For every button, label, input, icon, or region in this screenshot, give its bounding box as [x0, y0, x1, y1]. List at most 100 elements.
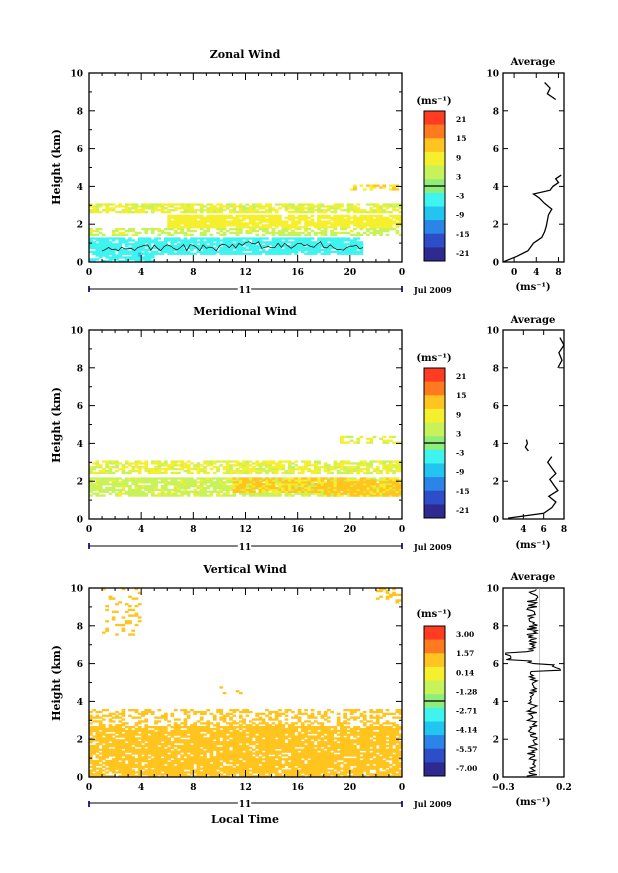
heat-cell — [150, 737, 155, 740]
heat-cell — [235, 761, 240, 765]
heat-cell — [395, 222, 400, 225]
heat-cell — [274, 483, 279, 486]
heat-cell — [154, 477, 158, 480]
heat-cell — [366, 479, 370, 482]
heat-cell — [242, 733, 246, 736]
heat-cell — [379, 214, 383, 218]
heat-cell — [219, 733, 224, 736]
heat-cell — [190, 220, 194, 223]
profile-x-label: (ms⁻¹) — [515, 282, 550, 293]
heat-cell — [317, 466, 321, 469]
heat-cell — [137, 767, 142, 770]
heat-cell — [225, 477, 230, 480]
heat-cell — [154, 209, 158, 212]
colorbar-unit: (ms⁻¹) — [416, 96, 451, 107]
heat-cell — [366, 222, 370, 225]
heat-cell — [304, 216, 308, 219]
heat-cell — [320, 222, 325, 225]
heat-cell — [362, 464, 367, 467]
heat-cell — [105, 739, 109, 742]
heat-cell — [242, 737, 246, 740]
heat-cell — [206, 216, 211, 219]
heat-cell — [154, 763, 158, 767]
heat-cell — [95, 479, 100, 482]
heat-cell — [248, 735, 253, 738]
heat-cell — [323, 248, 328, 252]
heat-cell — [336, 214, 341, 218]
colorbar-tick-label: -3 — [456, 192, 464, 201]
heat-cell — [196, 727, 201, 731]
heat-cell — [327, 207, 331, 210]
heat-cell — [206, 758, 211, 761]
heat-cell — [141, 241, 145, 244]
heat-cell — [258, 222, 263, 225]
heat-cell — [131, 477, 136, 480]
heat-cell — [131, 228, 136, 231]
heat-cell — [170, 746, 175, 750]
heat-cell — [131, 490, 136, 493]
heat-cell — [291, 220, 295, 223]
heat-cell — [102, 744, 106, 748]
heat-cell — [199, 744, 204, 748]
heat-cell — [111, 771, 116, 774]
heat-cell — [268, 211, 272, 214]
heat-cell — [245, 746, 250, 750]
heat-cell — [317, 469, 321, 473]
heat-cell — [173, 752, 178, 755]
heat-cell — [320, 233, 325, 236]
heat-cell — [281, 252, 286, 255]
heat-cell — [190, 490, 194, 493]
heat-cell — [196, 765, 201, 768]
heat-cell — [252, 769, 256, 772]
heat-cell — [147, 739, 152, 742]
heat-cell — [327, 479, 331, 482]
heat-cell — [278, 464, 282, 467]
heat-cell — [183, 469, 188, 473]
heat-cell — [144, 229, 149, 233]
heat-cell — [150, 471, 155, 475]
heat-cell — [121, 729, 126, 733]
heat-cell — [108, 744, 113, 748]
heat-cell — [219, 207, 224, 210]
heat-cell — [297, 479, 302, 482]
heat-cell — [252, 748, 256, 751]
heat-cell — [89, 752, 93, 755]
heat-cell — [245, 773, 250, 776]
heat-cell — [118, 260, 122, 262]
heat-cell — [193, 746, 197, 750]
heat-cell — [177, 481, 181, 484]
heat-cell — [281, 486, 286, 490]
heat-cell — [160, 763, 165, 767]
heat-cell — [222, 743, 227, 746]
heat-cell — [323, 486, 328, 490]
heat-cell — [118, 237, 122, 240]
heat-cell — [180, 243, 184, 246]
heat-cell — [235, 488, 240, 492]
heat-cell — [304, 226, 308, 229]
heat-cell — [252, 483, 256, 486]
heat-cell — [385, 203, 390, 206]
heat-cell — [268, 483, 272, 486]
heat-cell — [392, 209, 396, 212]
heat-cell — [199, 763, 204, 767]
heat-cell — [108, 752, 113, 755]
heat-cell — [134, 233, 139, 236]
heat-cell — [297, 483, 302, 486]
heat-cell — [258, 468, 263, 471]
heat-cell — [245, 771, 250, 774]
heat-cell — [239, 492, 243, 495]
profile-title: Average — [510, 315, 556, 326]
heat-cell — [95, 746, 100, 750]
heat-cell — [203, 462, 207, 465]
heat-cell — [261, 460, 266, 463]
heat-cell — [105, 479, 109, 482]
heat-cell — [95, 494, 100, 497]
heat-cell — [92, 250, 96, 253]
heat-cell — [183, 492, 188, 495]
heat-cell — [300, 469, 305, 473]
heat-cell — [147, 752, 152, 755]
heat-cell — [248, 492, 253, 495]
heat-cell — [395, 184, 400, 187]
heat-cell — [356, 245, 361, 248]
